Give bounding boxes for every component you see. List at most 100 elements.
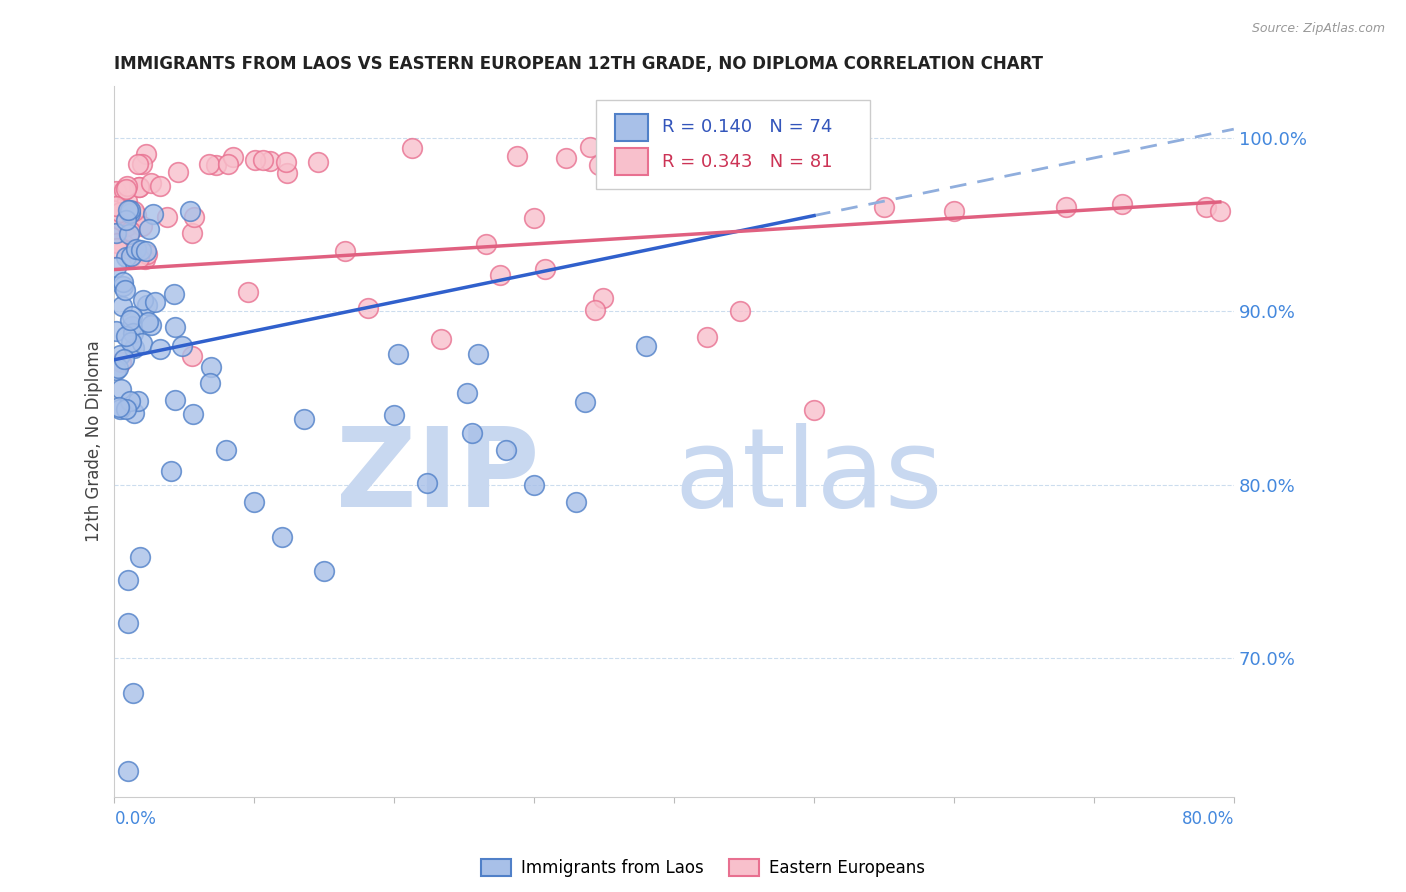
Point — [110, 355, 132, 369]
Point — [111, 300, 134, 314]
Point — [115, 329, 138, 343]
Point — [215, 442, 238, 457]
Point — [108, 400, 131, 414]
Point — [122, 326, 145, 341]
Point — [131, 243, 153, 257]
Point — [115, 401, 138, 416]
Point — [565, 495, 588, 509]
Point — [357, 301, 380, 316]
Point — [1195, 200, 1218, 214]
Point — [104, 362, 127, 376]
Point — [117, 616, 139, 631]
Point — [292, 412, 315, 426]
Point — [217, 157, 239, 171]
Point — [145, 295, 167, 310]
Point — [243, 495, 266, 509]
Point — [198, 156, 221, 170]
Point — [163, 393, 186, 408]
Point — [578, 139, 600, 153]
Point — [105, 227, 128, 241]
Point — [108, 211, 131, 226]
Point — [105, 325, 128, 339]
Point — [149, 342, 172, 356]
Point — [416, 476, 439, 491]
Point — [117, 202, 139, 217]
Point — [104, 184, 127, 198]
Text: atlas: atlas — [673, 423, 942, 530]
Point — [523, 211, 546, 226]
Point — [118, 393, 141, 408]
Point — [105, 202, 128, 217]
Point — [163, 286, 186, 301]
Point — [111, 276, 134, 290]
Point — [122, 204, 145, 219]
Point — [245, 153, 267, 167]
Y-axis label: 12th Grade, No Diploma: 12th Grade, No Diploma — [86, 340, 103, 542]
Point — [139, 177, 162, 191]
Point — [534, 261, 557, 276]
Text: R = 0.140   N = 74: R = 0.140 N = 74 — [662, 118, 832, 136]
Point — [200, 376, 222, 390]
Point — [183, 210, 205, 224]
Point — [1209, 203, 1232, 218]
Point — [111, 279, 134, 293]
Point — [135, 146, 157, 161]
Point — [122, 685, 145, 699]
Text: 0.0%: 0.0% — [114, 811, 156, 829]
Legend: Immigrants from Laos, Eastern Europeans: Immigrants from Laos, Eastern Europeans — [474, 852, 932, 884]
Point — [200, 359, 222, 374]
FancyBboxPatch shape — [614, 113, 648, 141]
Point — [115, 213, 138, 227]
Point — [108, 402, 131, 417]
Point — [803, 403, 825, 417]
Point — [131, 219, 153, 234]
Point — [112, 351, 135, 366]
Point — [120, 203, 142, 218]
Point — [127, 394, 149, 409]
Point — [115, 194, 138, 209]
Point — [124, 341, 146, 355]
Point — [276, 166, 298, 180]
FancyBboxPatch shape — [596, 100, 870, 189]
Point — [117, 764, 139, 778]
Point — [136, 246, 159, 260]
Point — [120, 249, 142, 263]
Point — [555, 151, 578, 165]
Point — [117, 573, 139, 587]
Point — [222, 150, 245, 164]
Point — [156, 210, 179, 224]
Point — [118, 227, 141, 242]
Point — [728, 304, 751, 318]
Point — [118, 224, 141, 238]
Point — [183, 407, 205, 421]
Point — [163, 319, 186, 334]
Point — [112, 236, 135, 251]
Point — [105, 228, 128, 243]
Point — [132, 293, 155, 307]
Point — [104, 207, 127, 221]
Point — [111, 204, 134, 219]
Point — [636, 339, 658, 353]
Point — [387, 347, 409, 361]
Point — [118, 205, 141, 219]
Point — [430, 333, 453, 347]
Point — [105, 236, 128, 251]
Point — [115, 250, 138, 264]
Point — [131, 336, 153, 351]
Point — [475, 236, 498, 251]
Text: 80.0%: 80.0% — [1181, 811, 1234, 829]
Point — [401, 141, 423, 155]
Point — [259, 153, 281, 168]
Point — [115, 219, 138, 234]
Point — [117, 179, 139, 194]
Point — [125, 208, 148, 222]
Point — [118, 313, 141, 327]
Point — [160, 464, 183, 478]
Point — [107, 361, 129, 376]
Point — [128, 180, 150, 194]
Point — [461, 425, 484, 440]
Point — [115, 203, 138, 218]
Point — [495, 442, 517, 457]
Point — [236, 285, 259, 299]
Point — [592, 291, 614, 305]
